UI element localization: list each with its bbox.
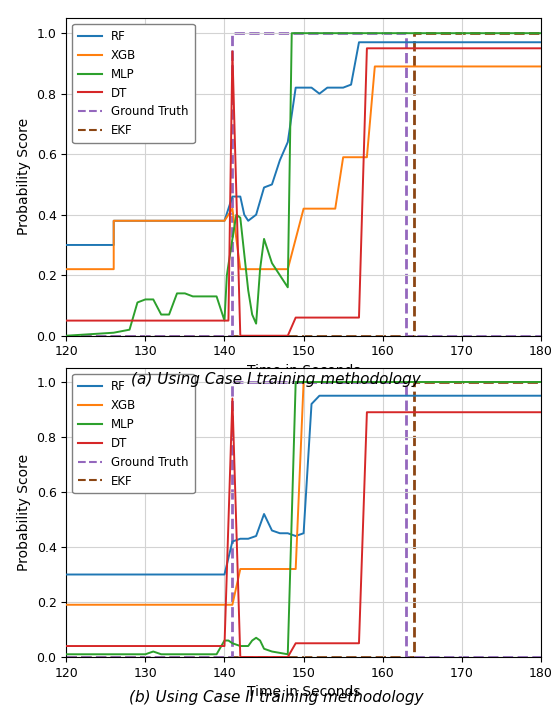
- Y-axis label: Probability Score: Probability Score: [17, 454, 31, 571]
- X-axis label: Time in Seconds: Time in Seconds: [247, 685, 360, 700]
- Text: (a) Using Case I training methodology: (a) Using Case I training methodology: [131, 372, 421, 387]
- X-axis label: Time in Seconds: Time in Seconds: [247, 364, 360, 378]
- Text: (b) Using Case II training methodology: (b) Using Case II training methodology: [129, 690, 423, 705]
- Legend: RF, XGB, MLP, DT, Ground Truth, EKF: RF, XGB, MLP, DT, Ground Truth, EKF: [72, 24, 194, 143]
- Legend: RF, XGB, MLP, DT, Ground Truth, EKF: RF, XGB, MLP, DT, Ground Truth, EKF: [72, 374, 194, 493]
- Y-axis label: Probability Score: Probability Score: [17, 118, 31, 235]
